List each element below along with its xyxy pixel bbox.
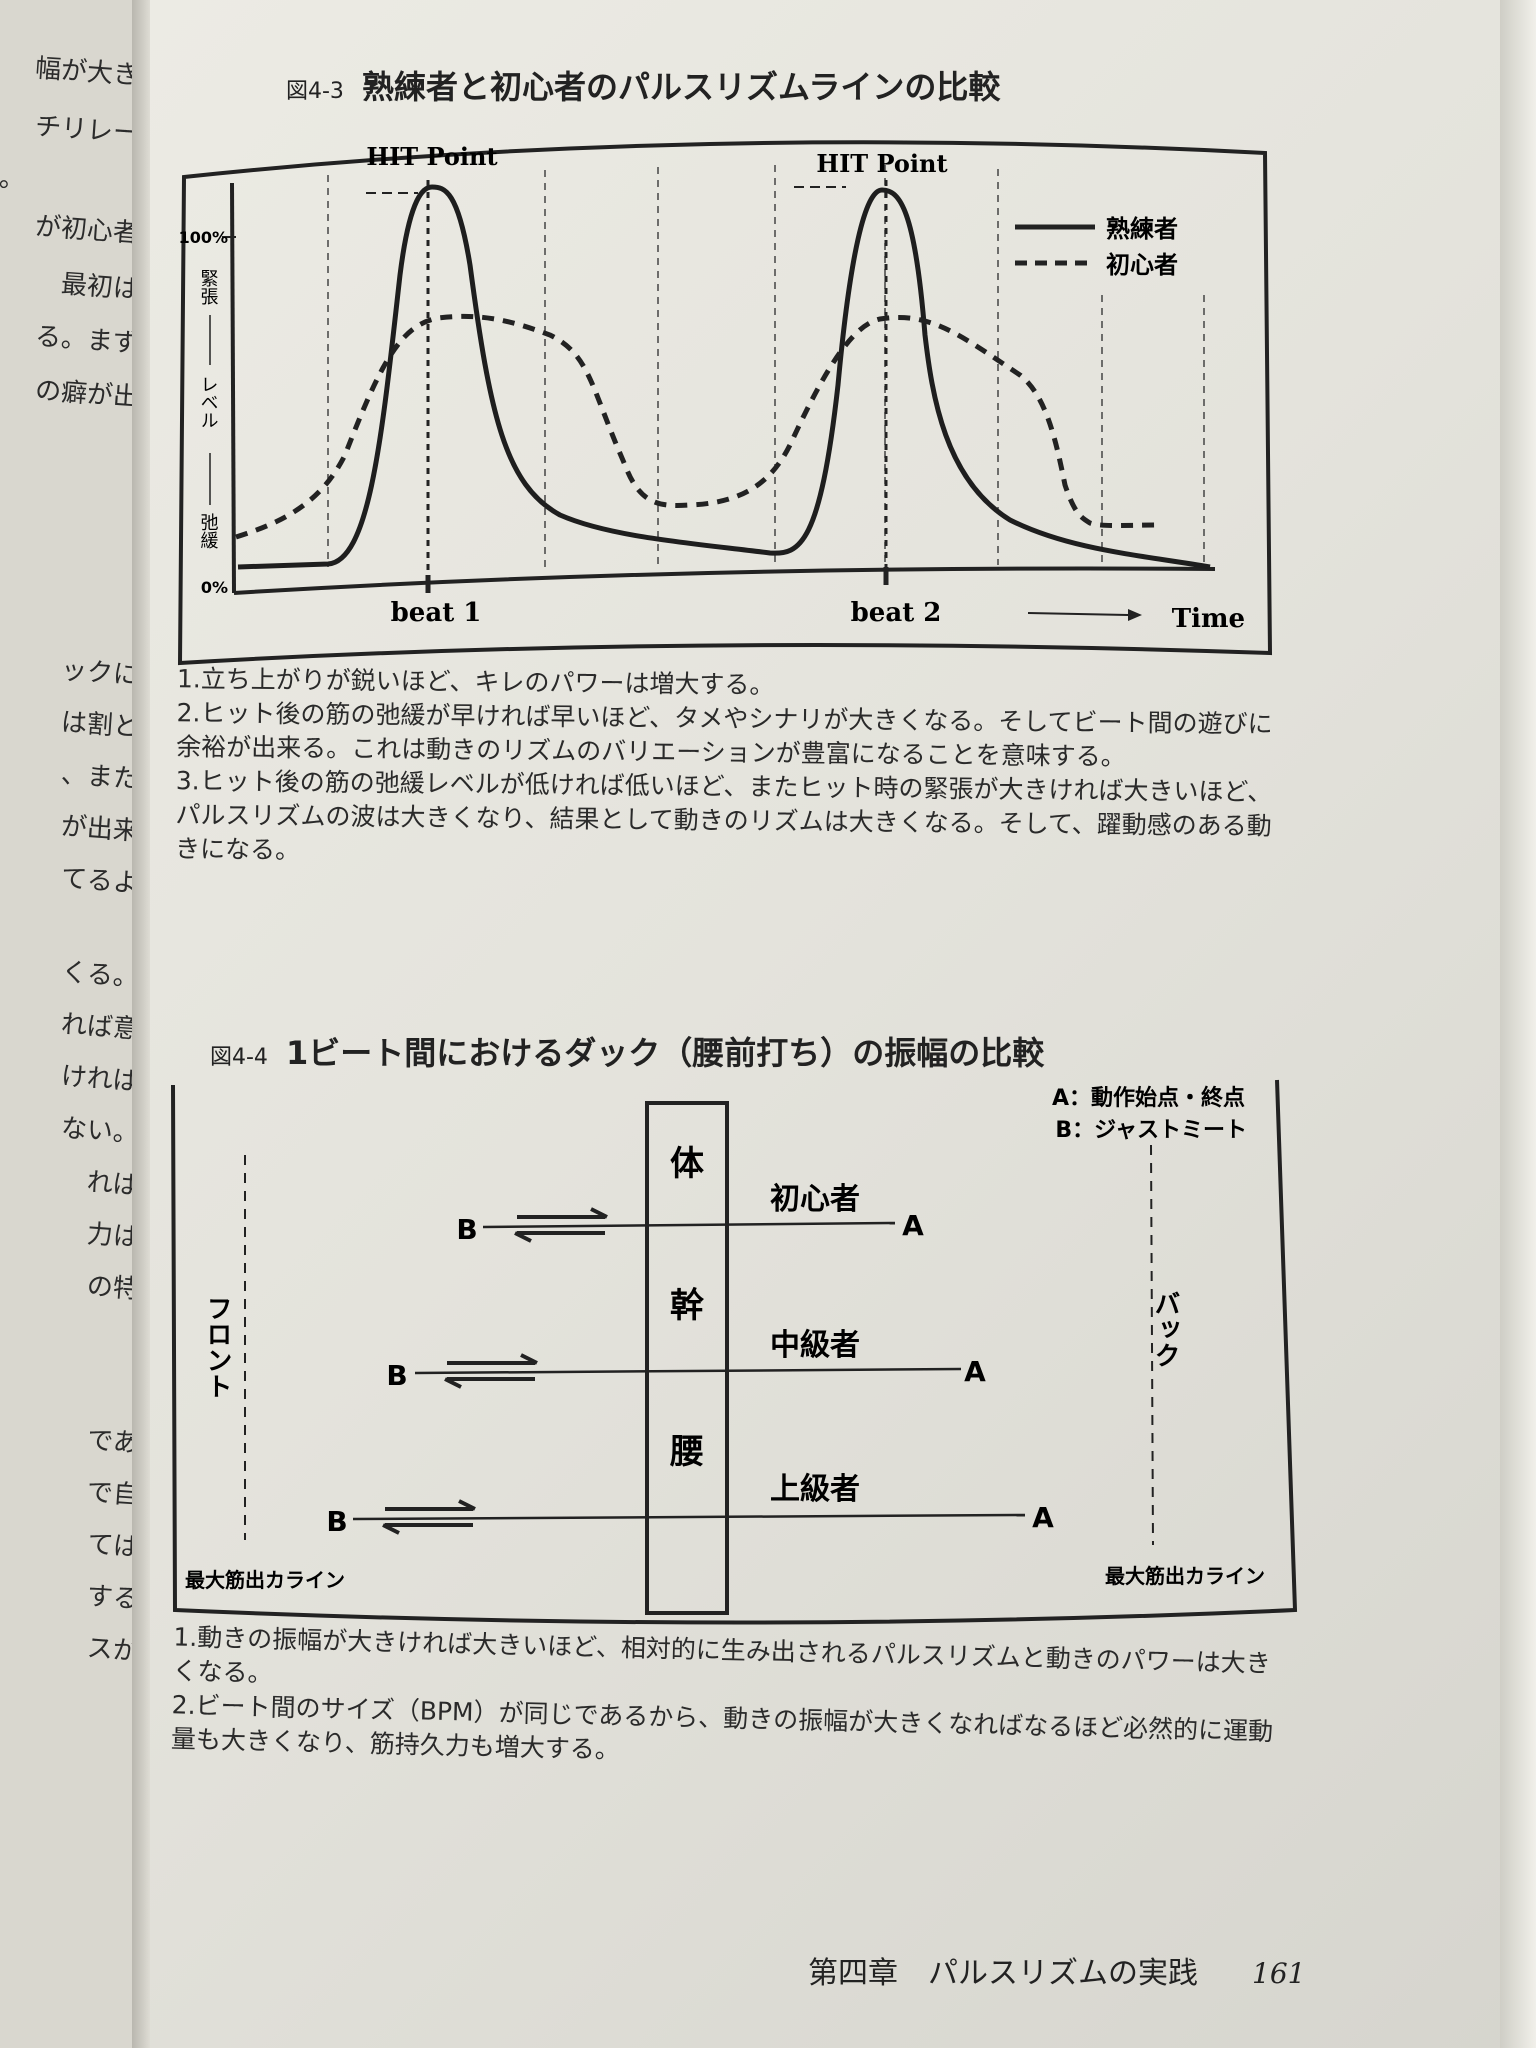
- advanced-b-marker: B: [326, 1505, 347, 1538]
- beginner-amplitude-line: [482, 1221, 896, 1229]
- left-page-fragment: ては: [86, 1529, 140, 1563]
- left-page-fragment: ければ: [60, 1061, 140, 1097]
- figure-4-3-title: 図4-3 熟練者と初心者のパルスリズムラインの比較: [286, 62, 1000, 108]
- left-page-fragment: る。まず: [34, 321, 140, 359]
- page-edge: [1500, 0, 1536, 2048]
- beginner-label: 初心者: [770, 1182, 860, 1217]
- figure-number: 図4-3: [286, 79, 344, 104]
- figure-title-text: 熟練者と初心者のパルスリズムラインの比較: [361, 68, 1001, 106]
- note-4-3-2: 2.ヒット後の筋の弛緩が早ければ早いほど、タメやシナリが大きくなる。そしてビート…: [176, 698, 1273, 772]
- legend-expert-label: 熟練者: [1106, 214, 1178, 243]
- figure-4-4-diagram: A：動作始点・終点 B：ジャストミート フロント バック 体 幹 腰 B A 初…: [171, 1079, 1298, 1625]
- beginner-pulse-line: [235, 313, 1161, 540]
- front-label: フロント: [202, 1295, 232, 1399]
- left-page-fragment: ックに: [60, 655, 140, 691]
- back-line: [1150, 1144, 1154, 1546]
- left-page-fragment: の特: [85, 1271, 140, 1305]
- y-upper-label: 緊張: [198, 269, 219, 306]
- left-page-fragment: ない。: [60, 1113, 140, 1149]
- left-page-fragment: する: [85, 1581, 140, 1615]
- note-4-3-3: 3.ヒット後の筋の弛緩レベルが低ければ低いほど、またヒット時の緊張が大きければ大…: [174, 766, 1273, 865]
- intermediate-b-marker: B: [386, 1359, 407, 1392]
- legend-beginner-label: 初心者: [1106, 250, 1178, 279]
- x-label-beat2: beat 2: [851, 598, 942, 628]
- x-axis: [233, 566, 1216, 595]
- left-page-fragment: チリレー: [34, 111, 140, 149]
- y-bottom-label: 0%: [201, 578, 228, 597]
- max-line-label-right: 最大筋出カライン: [1105, 1564, 1265, 1588]
- left-page: 幅が大き チリレー 。 が初心者 最初は る。まず の癖が出 ックに は割と 、…: [0, 0, 140, 2048]
- right-page: [150, 0, 1536, 2048]
- left-page-fragment: 最初は: [60, 269, 140, 305]
- figure-number: 図4-4: [210, 1045, 268, 1070]
- intermediate-amplitude-line: [414, 1367, 962, 1375]
- figure-4-4-title: 図4-4 1ビート間におけるダック（腰前打ち）の振幅の比較: [210, 1028, 1044, 1074]
- figure-title-text: 1ビート間におけるダック（腰前打ち）の振幅の比較: [285, 1034, 1045, 1072]
- hit-point-label-1: HIT Point: [366, 142, 497, 171]
- advanced-a-marker: A: [1032, 1501, 1054, 1534]
- figure-4-3-chart: 100% 0% 緊張 レベル 弛緩 HIT Point HIT Point 熟練…: [177, 140, 1273, 666]
- back-label: バック: [1150, 1290, 1180, 1368]
- x-label-time: Time: [1172, 604, 1245, 634]
- left-page-fragment: れば意: [60, 1009, 140, 1045]
- y-middle-label: レベル: [198, 375, 219, 429]
- chapter-title: 第四章 パルスリズムの実践: [808, 1956, 1198, 1991]
- page-number: 161: [1252, 1957, 1306, 1990]
- trunk-char: 腰: [670, 1432, 704, 1472]
- y-top-label: 100%: [179, 228, 228, 247]
- beginner-b-marker: B: [456, 1213, 477, 1246]
- y-axis: [230, 182, 236, 594]
- time-arrow-head: [1128, 609, 1142, 621]
- book-gutter: [132, 0, 154, 2048]
- figure-4-4-notes: 1.動きの振幅が大きければ大きいほど、相対的に生み出されるパルスリズムと動きのパ…: [171, 1620, 1294, 1783]
- left-page-fragment: の癖が出: [34, 375, 140, 413]
- intermediate-exchange-arrows: [444, 1353, 538, 1389]
- intermediate-label: 中級者: [770, 1328, 860, 1363]
- intermediate-a-marker: A: [964, 1355, 986, 1388]
- left-page-fragment: は割と: [60, 707, 140, 743]
- beginner-a-marker: A: [902, 1209, 924, 1242]
- advanced-label: 上級者: [770, 1472, 860, 1507]
- y-lower-label: 弛緩: [198, 513, 219, 549]
- beginner-exchange-arrows: [514, 1207, 608, 1243]
- left-page-fragment: れば: [85, 1167, 140, 1201]
- legend-a: A：動作始点・終点: [1052, 1085, 1245, 1111]
- figure-4-3-notes: 1.立ち上がりが鋭いほど、キレのパワーは増大する。 2.ヒット後の筋の弛緩が早け…: [175, 662, 1287, 878]
- left-page-fragment: で自: [85, 1477, 140, 1511]
- trunk-char: 幹: [670, 1286, 705, 1326]
- chart-frame: [177, 140, 1273, 666]
- x-label-beat1: beat 1: [391, 598, 482, 628]
- left-page-fragment: スが: [85, 1633, 140, 1667]
- time-arrow-line: [1027, 612, 1129, 616]
- page-footer: 第四章 パルスリズムの実践 161: [808, 1948, 1305, 1992]
- expert-pulse-line: [237, 184, 1211, 570]
- left-page-fragment: が初心者: [34, 211, 140, 249]
- legend-b: B：ジャストミート: [1055, 1118, 1247, 1143]
- trunk-char: 体: [670, 1144, 704, 1184]
- diagram-frame: [171, 1079, 1298, 1625]
- beat-lines: [426, 180, 888, 575]
- advanced-amplitude-line: [352, 1513, 1026, 1521]
- left-page-fragment: 力は: [85, 1219, 140, 1253]
- advanced-exchange-arrows: [382, 1499, 476, 1535]
- left-page-fragment: くる。: [60, 957, 140, 993]
- left-page-fragment: が出来: [60, 811, 140, 847]
- left-page-fragment: 、また: [60, 759, 140, 795]
- hit-point-label-2: HIT Point: [816, 149, 947, 178]
- left-page-fragment: てるよ: [60, 863, 140, 899]
- left-page-fragment: であ: [86, 1425, 140, 1459]
- trunk-box: [645, 1101, 729, 1615]
- max-line-label-left: 最大筋出カライン: [185, 1568, 345, 1592]
- left-page-fragment: 。: [0, 163, 27, 195]
- left-page-fragment: 幅が大き: [34, 53, 140, 91]
